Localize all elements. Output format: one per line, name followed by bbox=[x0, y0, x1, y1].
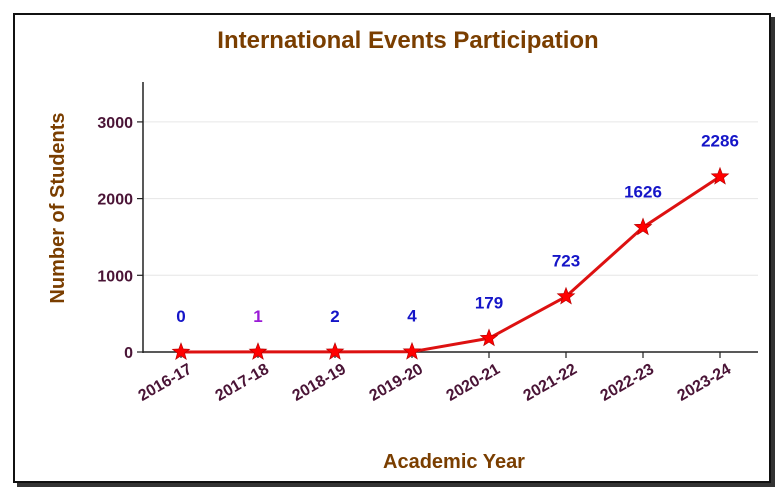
data-label: 723 bbox=[552, 252, 580, 271]
x-tick-label: 2017-18 bbox=[213, 361, 272, 405]
data-label: 0 bbox=[176, 307, 185, 326]
data-label: 179 bbox=[475, 293, 503, 312]
y-tick-label: 0 bbox=[124, 345, 133, 362]
y-axis-title: Number of Students bbox=[47, 112, 69, 303]
x-tick-label: 2016-17 bbox=[136, 361, 195, 405]
x-tick-labels: 2016-17 2017-18 2018-19 2019-20 2020-21 2021-… bbox=[136, 352, 734, 405]
data-label: 2286 bbox=[701, 132, 739, 151]
data-label: 4 bbox=[407, 307, 417, 326]
data-label: 1 bbox=[253, 307, 262, 326]
data-labels: 0 1 2 4 179 723 1626 2286 bbox=[176, 132, 739, 326]
data-point-2018-19 bbox=[325, 341, 345, 360]
data-point-2021-22 bbox=[556, 286, 576, 305]
data-point-2016-17 bbox=[171, 342, 191, 360]
y-tick-label: 1000 bbox=[97, 268, 133, 285]
data-point-2022-23 bbox=[633, 217, 653, 236]
x-tick-label: 2018-19 bbox=[290, 361, 349, 405]
series-layer bbox=[171, 166, 730, 360]
data-point-2017-18 bbox=[248, 342, 268, 360]
y-tick-labels: 0 1000 2000 3000 bbox=[97, 115, 143, 362]
data-point-2023-24 bbox=[710, 166, 730, 185]
y-tick-label: 3000 bbox=[97, 115, 133, 132]
data-point-2020-21 bbox=[479, 328, 499, 347]
chart-frame bbox=[13, 13, 771, 483]
x-axis-title: Academic Year bbox=[383, 451, 525, 473]
x-tick-label: 2020-21 bbox=[444, 361, 503, 405]
chart-title: International Events Participation bbox=[217, 27, 598, 54]
x-tick-label: 2019-20 bbox=[367, 361, 426, 405]
x-tick-label: 2023-24 bbox=[675, 361, 734, 405]
series-line bbox=[180, 175, 721, 354]
y-tick-label: 2000 bbox=[97, 192, 133, 209]
x-tick-label: 2021-22 bbox=[521, 361, 580, 405]
data-point-2019-20 bbox=[402, 341, 422, 360]
data-label: 1626 bbox=[624, 182, 662, 201]
data-label: 2 bbox=[330, 307, 339, 326]
x-tick-label: 2022-23 bbox=[598, 361, 657, 405]
gridlines bbox=[143, 121, 758, 276]
